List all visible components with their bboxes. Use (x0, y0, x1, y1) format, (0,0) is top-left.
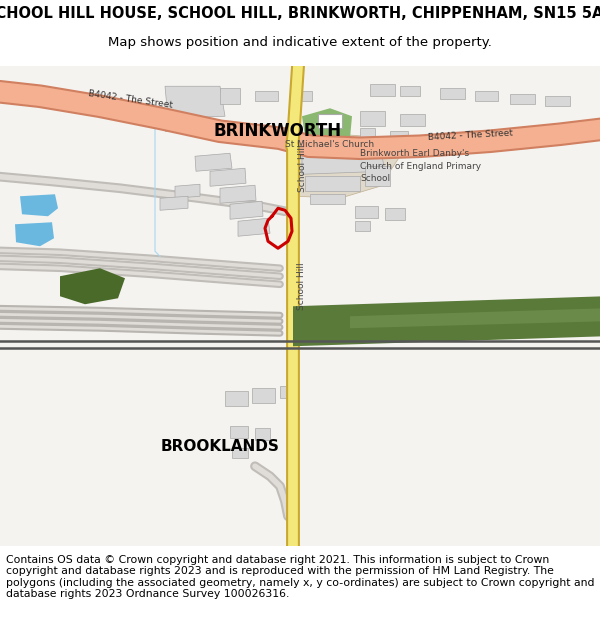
Polygon shape (370, 84, 395, 96)
Polygon shape (475, 91, 498, 101)
Polygon shape (255, 91, 278, 101)
Text: SCHOOL HILL HOUSE, SCHOOL HILL, BRINKWORTH, CHIPPENHAM, SN15 5AX: SCHOOL HILL HOUSE, SCHOOL HILL, BRINKWOR… (0, 6, 600, 21)
Polygon shape (360, 111, 385, 126)
Polygon shape (290, 91, 312, 101)
Text: BRINKWORTH: BRINKWORTH (214, 122, 342, 140)
Polygon shape (355, 206, 378, 218)
Polygon shape (305, 176, 360, 191)
Polygon shape (360, 128, 375, 138)
Polygon shape (230, 426, 248, 438)
Polygon shape (510, 94, 535, 104)
Polygon shape (280, 386, 298, 398)
Polygon shape (220, 185, 256, 203)
Polygon shape (238, 218, 270, 236)
Polygon shape (160, 196, 188, 210)
Polygon shape (252, 388, 275, 403)
Text: St Michael's Church: St Michael's Church (285, 140, 374, 149)
Polygon shape (440, 88, 465, 99)
Polygon shape (220, 88, 240, 104)
Text: School Hill: School Hill (297, 262, 306, 310)
Text: BROOKLANDS: BROOKLANDS (161, 439, 280, 454)
Polygon shape (400, 114, 425, 126)
Text: Brinkworth Earl Danby's
Church of England Primary
School: Brinkworth Earl Danby's Church of Englan… (360, 149, 481, 183)
Polygon shape (165, 118, 195, 131)
Polygon shape (225, 391, 248, 406)
Text: B4042 - The Street: B4042 - The Street (427, 129, 513, 142)
Polygon shape (390, 131, 408, 141)
Polygon shape (302, 146, 385, 174)
Text: Map shows position and indicative extent of the property.: Map shows position and indicative extent… (108, 36, 492, 49)
Polygon shape (355, 221, 370, 231)
Polygon shape (545, 96, 570, 106)
Polygon shape (230, 201, 263, 219)
Text: Contains OS data © Crown copyright and database right 2021. This information is : Contains OS data © Crown copyright and d… (6, 554, 595, 599)
Polygon shape (195, 153, 232, 171)
Polygon shape (175, 184, 200, 198)
Polygon shape (255, 428, 270, 440)
Polygon shape (20, 194, 58, 216)
Polygon shape (15, 222, 54, 246)
Polygon shape (60, 268, 125, 304)
Polygon shape (293, 296, 600, 346)
Polygon shape (302, 108, 352, 144)
Text: School Hill: School Hill (298, 144, 307, 192)
Polygon shape (318, 114, 342, 128)
Polygon shape (350, 308, 600, 328)
Polygon shape (400, 86, 420, 96)
Polygon shape (385, 208, 405, 220)
Polygon shape (310, 194, 345, 204)
Polygon shape (365, 166, 390, 186)
Polygon shape (210, 168, 246, 186)
Polygon shape (232, 448, 248, 458)
Polygon shape (296, 134, 400, 198)
Polygon shape (165, 86, 225, 118)
Text: B4042 - The Street: B4042 - The Street (87, 89, 173, 109)
